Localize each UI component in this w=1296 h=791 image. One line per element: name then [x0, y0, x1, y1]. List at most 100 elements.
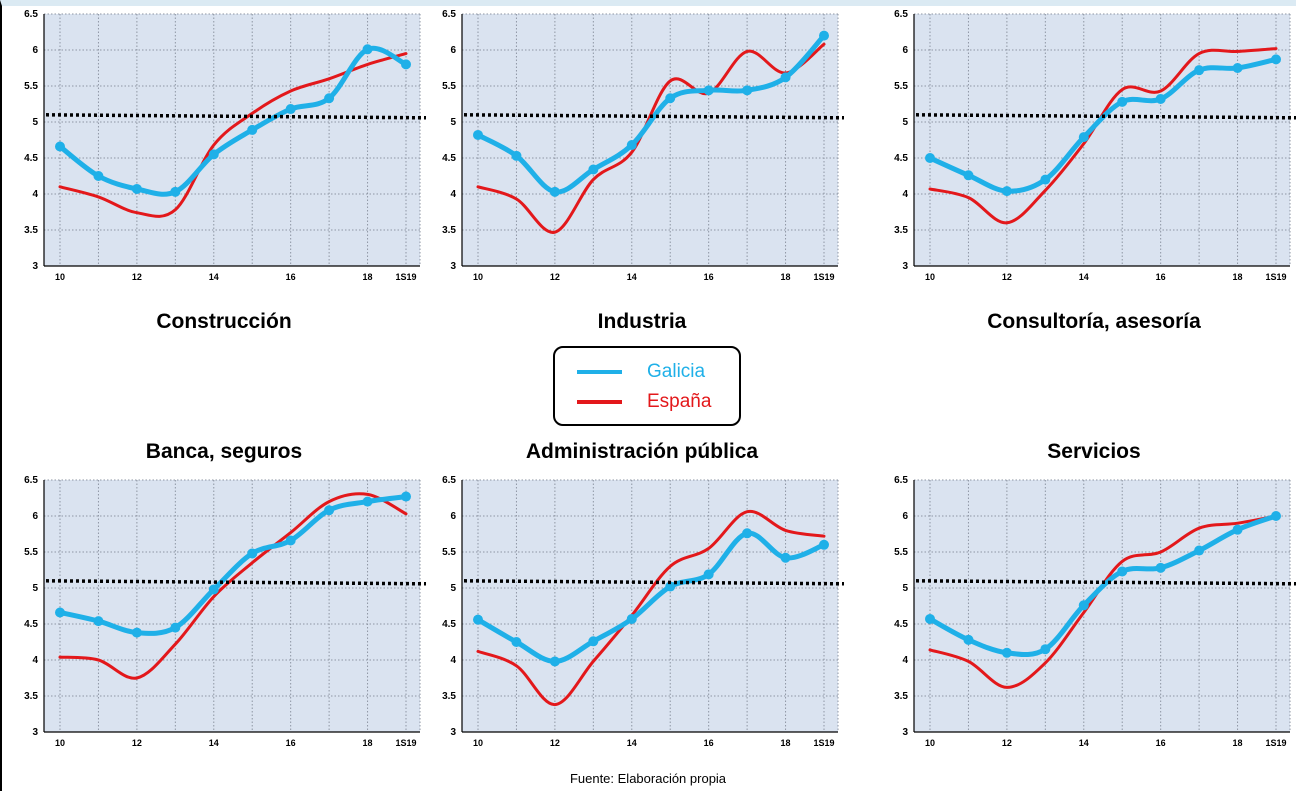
data-point-galicia: [1271, 511, 1281, 521]
x-tick-label: 18: [781, 272, 791, 282]
series-line-galicia: [475, 33, 827, 195]
y-tick-label: 3: [450, 727, 456, 738]
x-tick-label: 14: [1079, 738, 1089, 748]
plot-group: 3 3.5 4 4.5 5 5.5 6 6.5 10 12 14 16 18 1S19: [24, 9, 427, 282]
data-point-galicia: [925, 613, 935, 624]
series-line-galicia: [57, 45, 409, 197]
y-tick-label: 6: [32, 45, 38, 56]
x-tick-label: 18: [781, 738, 791, 748]
data-point-galicia: [324, 93, 335, 104]
data-point-galicia: [1078, 600, 1089, 611]
data-point-galicia: [93, 171, 104, 181]
data-point-galicia: [285, 104, 296, 115]
y-tick-label: 5.5: [24, 81, 38, 92]
series-line-galicia: [475, 530, 827, 664]
y-tick-label: 5: [902, 117, 908, 128]
data-point-galicia: [362, 496, 373, 507]
data-point-galicia: [247, 548, 258, 559]
data-point-galicia: [170, 186, 181, 197]
chart-4: 3 3.5 4 4.5 5 5.5 6 6.5 10 12 14 16 18 1S19: [24, 475, 427, 748]
x-tick-label: 16: [286, 738, 296, 748]
data-point-galicia: [742, 85, 753, 96]
y-tick-label: 3: [32, 261, 38, 272]
y-tick-label: 6.5: [894, 475, 908, 486]
data-point-galicia: [1155, 562, 1166, 573]
y-tick-label: 6: [450, 45, 456, 56]
y-tick-label: 3.5: [894, 691, 908, 702]
data-point-galicia: [324, 505, 335, 516]
x-tick-label: 12: [550, 272, 560, 282]
x-tick-label: 12: [550, 738, 560, 748]
data-point-galicia: [703, 85, 714, 96]
x-tick-label: 10: [55, 272, 65, 282]
data-point-galicia: [208, 149, 219, 160]
y-tick-label: 4.5: [894, 619, 908, 630]
y-tick-label: 4: [902, 189, 908, 200]
legend: Galicia España: [553, 346, 741, 426]
plot-group: 3 3.5 4 4.5 5 5.5 6 6.5 10 12 14 16 18 1S19: [894, 9, 1296, 282]
data-point-galicia: [1194, 65, 1205, 76]
data-point-galicia: [473, 614, 483, 625]
plot-group: 3 3.5 4 4.5 5 5.5 6 6.5 10 12 14 16 18 1S19: [442, 9, 845, 282]
data-point-galicia: [626, 613, 637, 624]
x-tick-label: 16: [704, 272, 714, 282]
data-point-galicia: [588, 636, 599, 647]
legend-label-galicia: Galicia: [647, 361, 706, 382]
data-point-galicia: [401, 59, 411, 70]
y-tick-label: 3.5: [24, 225, 38, 236]
y-tick-label: 4: [450, 189, 456, 200]
y-tick-label: 5: [450, 117, 456, 128]
data-point-galicia: [1078, 132, 1089, 143]
plot-area: [462, 14, 838, 266]
data-point-galicia: [1001, 647, 1012, 658]
x-tick-label: 16: [286, 272, 296, 282]
y-tick-label: 5.5: [894, 547, 908, 558]
chart-6: 3 3.5 4 4.5 5 5.5 6 6.5 10 12 14 16 18 1S19: [894, 475, 1296, 748]
x-tick-label: 1S19: [813, 272, 834, 282]
plot-area: [914, 14, 1290, 266]
legend-item-espana: España: [577, 390, 737, 414]
y-tick-label: 5.5: [442, 81, 456, 92]
plot-group: 3 3.5 4 4.5 5 5.5 6 6.5 10 12 14 16 18 1S19: [24, 475, 427, 748]
data-point-galicia: [1271, 54, 1281, 65]
data-point-galicia: [1232, 63, 1243, 73]
chart-title: Consultoría, asesoría: [987, 310, 1201, 333]
data-point-galicia: [549, 656, 560, 667]
y-tick-label: 6.5: [24, 475, 38, 486]
plot-area: [914, 480, 1290, 732]
y-tick-label: 4.5: [24, 153, 38, 164]
y-tick-label: 4: [32, 655, 38, 666]
data-point-galicia: [742, 528, 753, 539]
y-tick-label: 5.5: [442, 547, 456, 558]
data-point-galicia: [473, 129, 483, 140]
y-tick-label: 3: [32, 727, 38, 738]
data-point-galicia: [511, 637, 522, 647]
x-tick-label: 16: [704, 738, 714, 748]
y-tick-label: 4: [32, 189, 38, 200]
data-point-galicia: [511, 150, 522, 161]
data-point-galicia: [131, 183, 142, 194]
y-tick-label: 6.5: [442, 475, 456, 486]
data-point-galicia: [170, 622, 181, 633]
data-point-galicia: [665, 93, 676, 104]
chart-3: 3 3.5 4 4.5 5 5.5 6 6.5 10 12 14 16 18 1S19: [894, 9, 1296, 282]
x-tick-label: 16: [1156, 272, 1166, 282]
series-line-espana: [476, 42, 826, 234]
y-tick-label: 6: [450, 511, 456, 522]
y-tick-label: 6: [902, 45, 908, 56]
data-point-galicia: [626, 140, 637, 151]
x-tick-label: 16: [1156, 738, 1166, 748]
y-tick-label: 3: [902, 727, 908, 738]
legend-label-espana: España: [647, 391, 712, 412]
x-tick-label: 10: [925, 272, 935, 282]
x-tick-label: 12: [1002, 272, 1012, 282]
y-tick-label: 3.5: [894, 225, 908, 236]
x-tick-label: 14: [627, 738, 637, 748]
data-point-galicia: [1232, 524, 1243, 535]
y-tick-label: 3: [450, 261, 456, 272]
data-point-galicia: [55, 141, 65, 152]
x-tick-label: 12: [1002, 738, 1012, 748]
y-tick-label: 5: [450, 583, 456, 594]
